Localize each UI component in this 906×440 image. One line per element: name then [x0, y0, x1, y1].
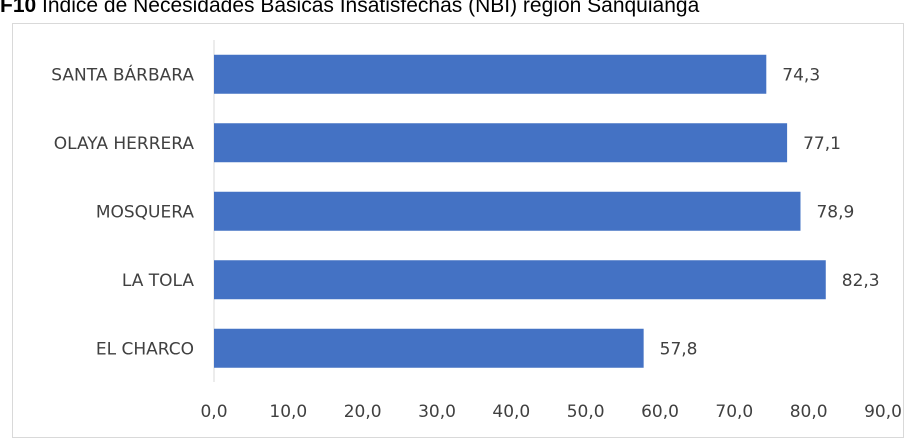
x-tick-label: 20,0 — [344, 402, 382, 422]
x-tick-label: 0,0 — [200, 402, 227, 422]
x-tick-label: 50,0 — [567, 402, 605, 422]
x-tick-label: 90,0 — [864, 402, 902, 422]
bar — [214, 328, 644, 368]
bar — [214, 54, 767, 94]
x-tick-label: 60,0 — [641, 402, 679, 422]
x-tick-label: 70,0 — [715, 402, 753, 422]
x-tick-label: 40,0 — [492, 402, 530, 422]
category-label: SANTA BÁRBARA — [51, 63, 194, 85]
data-label: 77,1 — [803, 134, 841, 154]
figure-number: F10 — [0, 0, 37, 17]
x-tick-label: 30,0 — [418, 402, 456, 422]
x-tick-label: 10,0 — [269, 402, 307, 422]
category-label: OLAYA HERRERA — [54, 134, 195, 154]
bar — [214, 123, 788, 163]
category-label: EL CHARCO — [96, 339, 194, 359]
x-tick-label: 80,0 — [790, 402, 828, 422]
data-label: 57,8 — [660, 339, 698, 359]
chart-title: F10 Índice de Necesidades Básicas Insati… — [0, 0, 906, 21]
data-label: 78,9 — [816, 202, 854, 222]
bar — [214, 260, 826, 300]
bar — [214, 191, 801, 231]
category-label: LA TOLA — [122, 271, 195, 291]
category-label: MOSQUERA — [96, 202, 195, 222]
chart-title-text: Índice de Necesidades Básicas Insatisfec… — [42, 0, 700, 17]
data-label: 74,3 — [782, 65, 820, 85]
data-label: 82,3 — [842, 271, 880, 291]
